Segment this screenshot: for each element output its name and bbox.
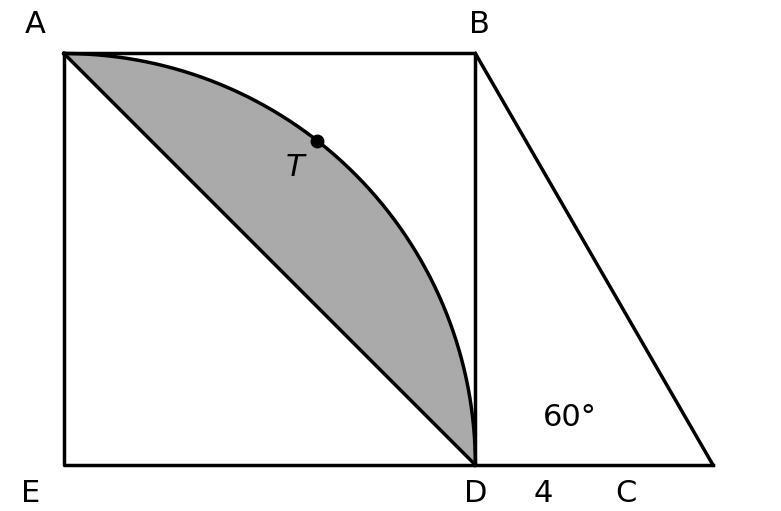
- Text: 4: 4: [533, 479, 553, 508]
- Text: D: D: [464, 479, 487, 508]
- Text: T: T: [285, 153, 304, 182]
- Text: 60°: 60°: [543, 403, 597, 432]
- Text: A: A: [25, 10, 45, 39]
- Text: E: E: [21, 479, 41, 508]
- Polygon shape: [64, 54, 476, 465]
- Text: C: C: [615, 479, 637, 508]
- Text: B: B: [469, 10, 490, 39]
